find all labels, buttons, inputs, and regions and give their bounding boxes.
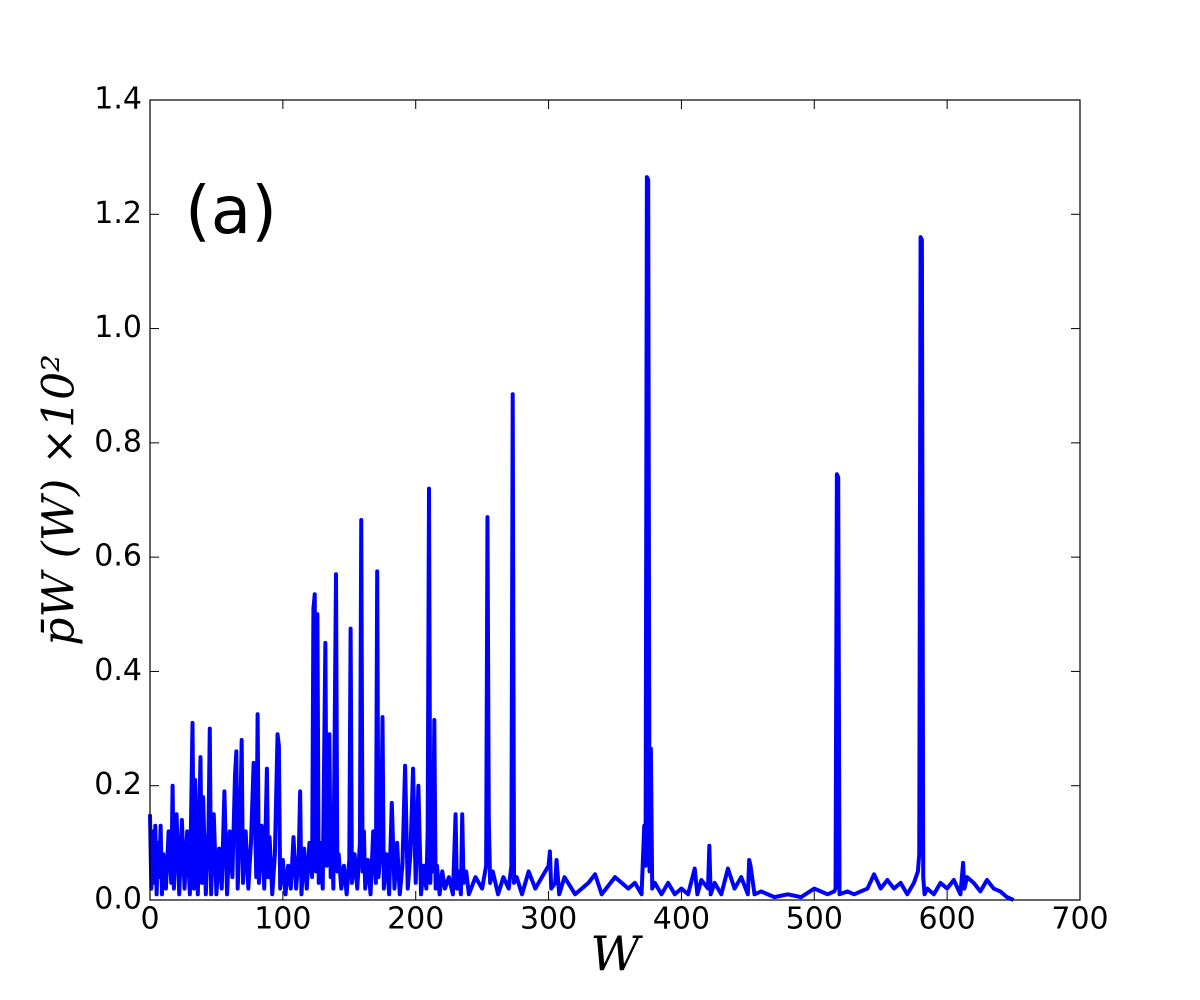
- x-tick-label: 300: [520, 902, 577, 937]
- x-tick-label: 400: [653, 902, 710, 937]
- plot-frame: [149, 99, 1081, 901]
- x-tick-label: 500: [786, 902, 843, 937]
- y-tick-label: 1.4: [94, 82, 142, 117]
- x-tick-label: 200: [387, 902, 444, 937]
- x-tick-label: 100: [254, 902, 311, 937]
- y-tick-label: 1.2: [94, 196, 142, 231]
- x-tick-label: 0: [140, 902, 159, 937]
- y-tick-label: 0.6: [94, 539, 142, 574]
- x-tick-label: 700: [1051, 902, 1108, 937]
- y-tick-label: 0.4: [94, 653, 142, 688]
- y-tick-label: 0.2: [94, 767, 142, 802]
- data-line: [148, 175, 1015, 902]
- x-tick-label: 600: [919, 902, 976, 937]
- y-tick-label: 0.8: [94, 424, 142, 459]
- y-axis-label: p̄W (W) ×10²: [34, 354, 85, 645]
- x-axis-label: W: [590, 927, 643, 983]
- y-tick-label: 0.0: [94, 882, 142, 917]
- y-tick-label: 1.0: [94, 310, 142, 345]
- annotation: (a): [185, 172, 277, 249]
